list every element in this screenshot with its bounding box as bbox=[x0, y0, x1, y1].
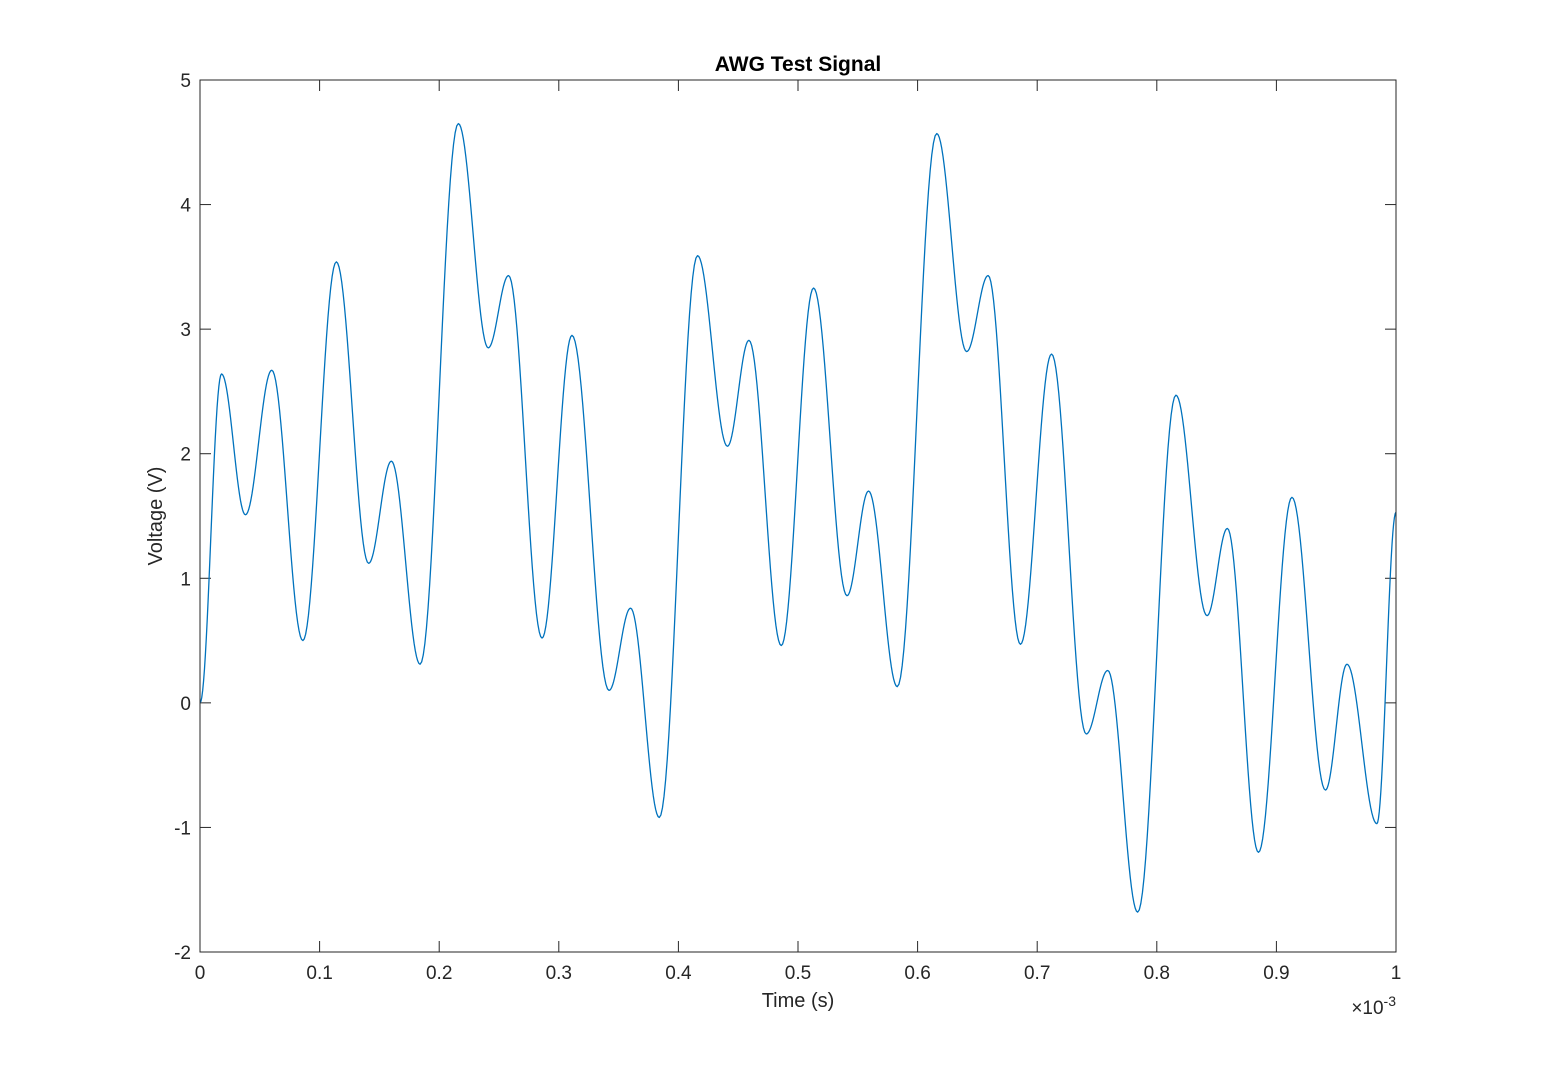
x-tick-label: 0.4 bbox=[665, 963, 692, 984]
x-tick-label: 0.7 bbox=[1024, 963, 1050, 984]
x-tick-label: 0.3 bbox=[546, 963, 572, 984]
x-tick-label: 0.1 bbox=[306, 963, 332, 984]
x-tick-label: 0.6 bbox=[904, 963, 930, 984]
tick-labels: 0 0.1 0.2 0.3 0.4 0.5 0.6 0.7 0.8 0.9 1 -2 -1 0 1 2 3 4 5 bbox=[174, 71, 1401, 984]
x-tick-label: 1 bbox=[1391, 963, 1402, 984]
y-tick-label: 5 bbox=[180, 71, 191, 92]
plot-area bbox=[200, 80, 1396, 952]
x-tick-label: 0 bbox=[195, 963, 206, 984]
y-tick-label: -2 bbox=[174, 943, 191, 964]
x-tick-label: 0.8 bbox=[1144, 963, 1170, 984]
chart-title: AWG Test Signal bbox=[715, 53, 881, 76]
y-tick-label: 2 bbox=[180, 445, 191, 466]
y-tick-label: 3 bbox=[180, 320, 191, 341]
y-tick-label: 1 bbox=[180, 569, 191, 590]
y-tick-label: -1 bbox=[174, 818, 191, 839]
x-axis-label: Time (s) bbox=[762, 990, 835, 1012]
y-tick-label: 0 bbox=[180, 694, 191, 715]
y-tick-label: 4 bbox=[180, 196, 191, 217]
series-layer bbox=[199, 122, 1397, 913]
x-exponent-base: ×10 bbox=[1351, 998, 1383, 1019]
x-exponent-label: ×10-3 bbox=[1351, 993, 1396, 1019]
x-tick-label: 0.2 bbox=[426, 963, 452, 984]
x-tick-label: 0.9 bbox=[1263, 963, 1289, 984]
series-line-0 bbox=[199, 122, 1397, 913]
x-exponent-power: -3 bbox=[1384, 993, 1397, 1009]
x-tick-label: 0.5 bbox=[785, 963, 811, 984]
axes-box bbox=[199, 79, 1397, 953]
y-axis-label: Voltage (V) bbox=[145, 467, 167, 566]
